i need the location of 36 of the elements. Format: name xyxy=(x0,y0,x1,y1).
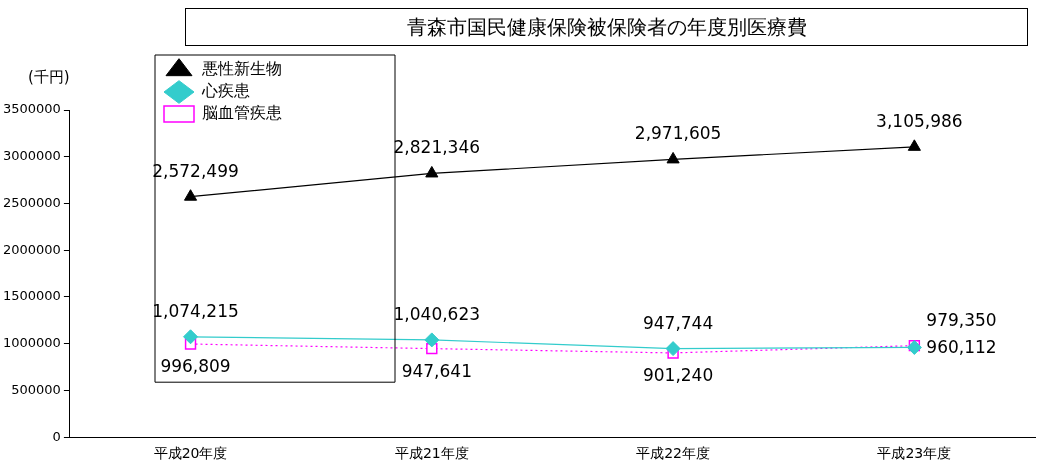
point xyxy=(666,151,680,164)
x-tick-label: 平成20年度 xyxy=(153,445,228,462)
point xyxy=(424,332,440,348)
point xyxy=(907,139,921,151)
point xyxy=(425,165,439,178)
data-label: 1,040,623 xyxy=(393,303,481,324)
point xyxy=(183,189,198,201)
legend-label: 悪性新生物 xyxy=(201,59,282,79)
x-tick-label: 平成21年度 xyxy=(394,445,469,462)
y-tick-label: 0 xyxy=(52,428,61,444)
point xyxy=(183,329,199,345)
data-label: 947,744 xyxy=(642,312,714,333)
y-tick-label: 2000000 xyxy=(2,241,61,257)
y-tick-label: 500000 xyxy=(11,381,61,397)
chart-title: 青森市国民健康保険被保険者の年度別医療費 xyxy=(185,8,1028,46)
data-label: 996,809 xyxy=(160,356,231,377)
y-axis-title: (千円) xyxy=(28,68,70,87)
data-label: 979,350 xyxy=(926,309,997,330)
y-tick-label: 1500000 xyxy=(2,288,61,304)
data-label: 2,971,605 xyxy=(634,123,722,144)
data-label: 3,105,986 xyxy=(876,110,963,131)
data-label: 947,641 xyxy=(401,360,472,381)
y-tick-label: 3000000 xyxy=(2,148,61,164)
y-tick-label: 1000000 xyxy=(2,335,61,351)
y-tick-label: 3500000 xyxy=(2,101,61,117)
data-label: 1,074,215 xyxy=(152,300,239,321)
point xyxy=(665,341,681,357)
x-tick-label: 平成22年度 xyxy=(636,445,710,462)
data-label: 960,112 xyxy=(926,337,997,358)
x-tick-label: 平成23年度 xyxy=(877,445,952,462)
data-label: 2,572,499 xyxy=(152,160,239,181)
data-label: 2,821,346 xyxy=(393,137,481,158)
legend-label: 心疾患 xyxy=(201,81,250,101)
legend-label: 脳血管疾患 xyxy=(202,103,282,123)
y-tick-label: 2500000 xyxy=(2,194,61,210)
data-label: 901,240 xyxy=(642,364,714,385)
